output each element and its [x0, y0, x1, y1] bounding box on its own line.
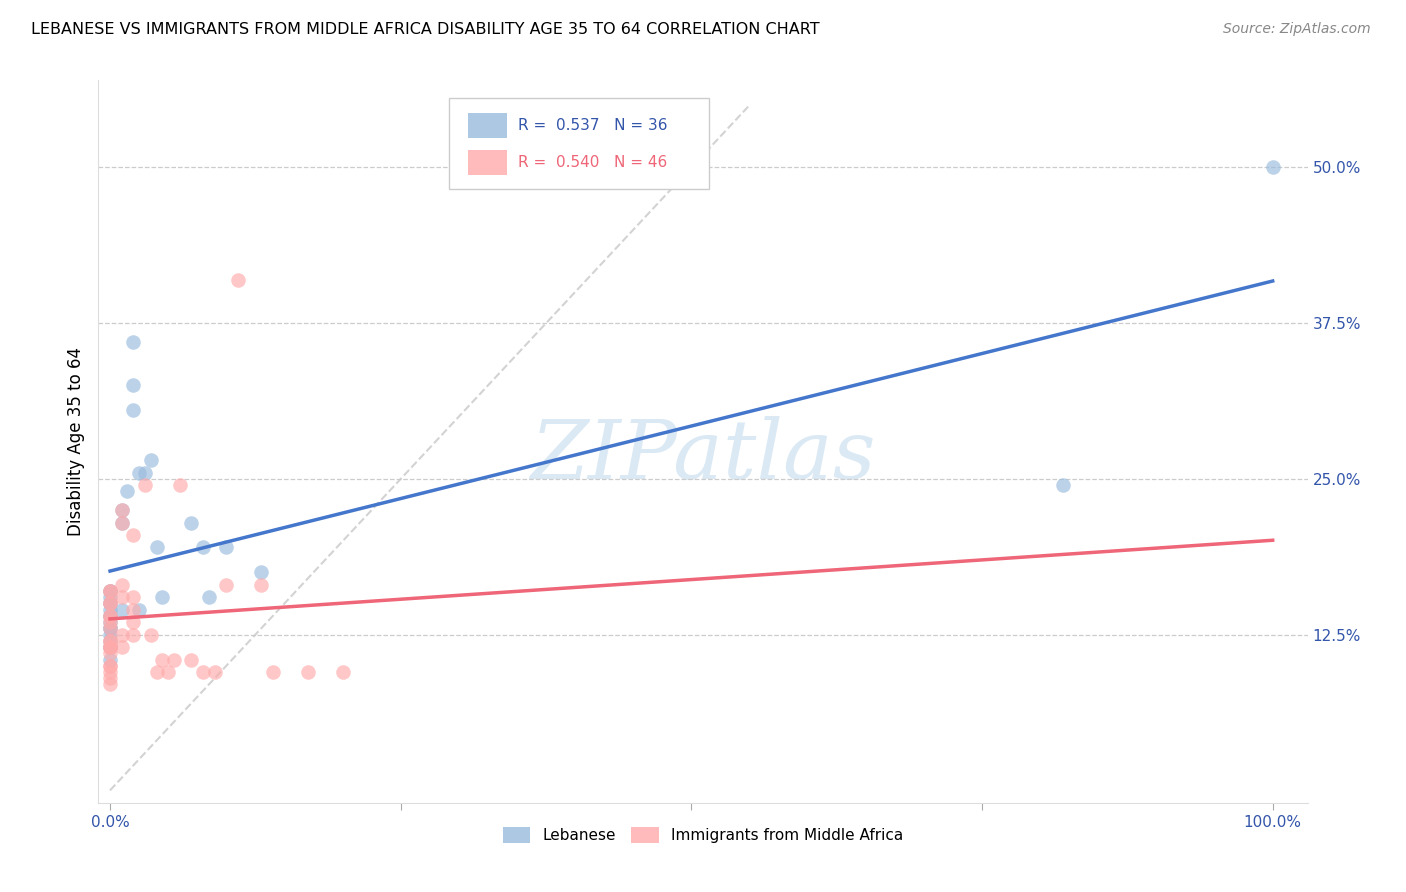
Point [98, 591, 121, 605]
FancyBboxPatch shape [468, 113, 508, 138]
Point [98, 665, 121, 679]
Point [122, 603, 145, 617]
Point [111, 516, 134, 530]
Point [180, 516, 202, 530]
Point [98, 640, 121, 654]
Point [111, 516, 134, 530]
Point [98, 584, 121, 599]
Point [98, 652, 121, 666]
Point [98, 658, 121, 673]
Point [98, 597, 121, 611]
Point [98, 609, 121, 624]
Text: R =  0.540   N = 46: R = 0.540 N = 46 [517, 155, 668, 169]
Point [98, 609, 121, 624]
Point [98, 621, 121, 635]
Point [111, 578, 134, 592]
Point [98, 640, 121, 654]
Point [215, 541, 238, 555]
Point [98, 615, 121, 630]
Point [163, 652, 186, 666]
Point [98, 640, 121, 654]
Point [98, 584, 121, 599]
Point [98, 640, 121, 654]
Point [122, 403, 145, 417]
Point [98, 609, 121, 624]
FancyBboxPatch shape [449, 98, 709, 189]
Point [191, 665, 214, 679]
Point [191, 541, 214, 555]
Point [98, 597, 121, 611]
Point [98, 609, 121, 624]
Point [98, 677, 121, 691]
Point [145, 541, 167, 555]
Point [98, 584, 121, 599]
Point [1261, 161, 1284, 175]
Text: Source: ZipAtlas.com: Source: ZipAtlas.com [1223, 22, 1371, 37]
Point [98, 633, 121, 648]
Point [122, 615, 145, 630]
Point [98, 646, 121, 660]
Point [98, 671, 121, 685]
Point [297, 665, 319, 679]
Point [150, 652, 173, 666]
Point [98, 603, 121, 617]
Point [98, 597, 121, 611]
Point [111, 591, 134, 605]
Point [111, 603, 134, 617]
FancyBboxPatch shape [468, 150, 508, 175]
Point [332, 665, 354, 679]
Point [122, 528, 145, 542]
Point [98, 584, 121, 599]
Point [215, 578, 238, 592]
Legend: Lebanese, Immigrants from Middle Africa: Lebanese, Immigrants from Middle Africa [496, 822, 910, 849]
Text: R =  0.537   N = 36: R = 0.537 N = 36 [517, 119, 668, 133]
Point [122, 378, 145, 392]
Point [1052, 478, 1074, 492]
Point [98, 615, 121, 630]
Point [139, 453, 162, 467]
Point [111, 503, 134, 517]
Point [122, 591, 145, 605]
Point [117, 484, 139, 499]
Point [98, 658, 121, 673]
Point [169, 478, 191, 492]
Point [134, 478, 156, 492]
Point [250, 578, 273, 592]
Point [204, 665, 226, 679]
Text: LEBANESE VS IMMIGRANTS FROM MIDDLE AFRICA DISABILITY AGE 35 TO 64 CORRELATION CH: LEBANESE VS IMMIGRANTS FROM MIDDLE AFRIC… [31, 22, 820, 37]
Point [198, 591, 221, 605]
Point [98, 633, 121, 648]
Point [226, 272, 249, 286]
Point [111, 503, 134, 517]
Point [111, 640, 134, 654]
Point [262, 665, 284, 679]
Point [139, 627, 162, 641]
Point [98, 621, 121, 635]
Point [98, 597, 121, 611]
Point [122, 627, 145, 641]
Point [180, 652, 202, 666]
Y-axis label: Disability Age 35 to 64: Disability Age 35 to 64 [66, 347, 84, 536]
Point [250, 566, 273, 580]
Point [98, 627, 121, 641]
Point [98, 621, 121, 635]
Point [98, 633, 121, 648]
Point [134, 466, 156, 480]
Point [150, 591, 173, 605]
Text: ZIPatlas: ZIPatlas [530, 416, 876, 496]
Point [157, 665, 180, 679]
Point [145, 665, 167, 679]
Point [128, 466, 150, 480]
Point [128, 603, 150, 617]
Point [111, 627, 134, 641]
Point [98, 640, 121, 654]
Point [122, 334, 145, 349]
